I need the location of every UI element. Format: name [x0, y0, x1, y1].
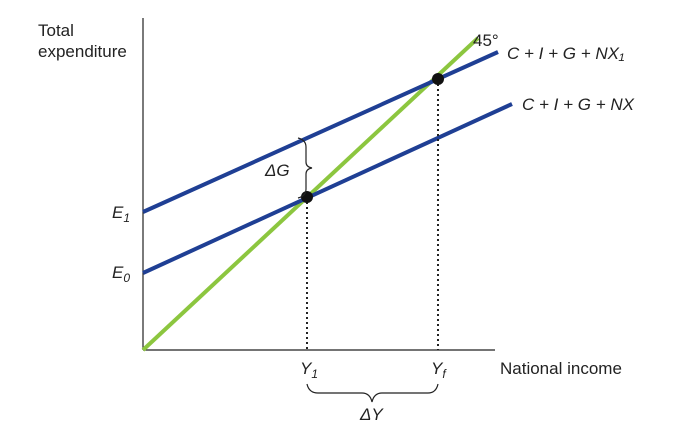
- degree45-label: 45°: [473, 31, 499, 50]
- x-axis-label: National income: [500, 359, 622, 378]
- y-axis-label-line2: expenditure: [38, 42, 127, 61]
- y1-label: Y1: [300, 359, 318, 381]
- delta-g-label: ΔG: [264, 161, 290, 180]
- delta-g-brace: [297, 137, 313, 199]
- ae-old-line: [142, 102, 513, 275]
- equilibrium-point-yf: [432, 73, 444, 85]
- yf-label: Yf: [431, 359, 447, 381]
- delta-y-label: ΔY: [359, 405, 384, 424]
- y-axis-label-line1: Total: [38, 21, 74, 40]
- delta-y-brace: [306, 383, 439, 403]
- ae-new-line: [142, 50, 499, 214]
- e0-label: E0: [112, 263, 130, 285]
- ae-new-label: C + I + G + NX₁: [507, 44, 624, 63]
- equilibrium-point-y1: [301, 191, 313, 203]
- ae-old-label: C + I + G + NX: [522, 95, 635, 114]
- e1-label: E1: [112, 203, 130, 225]
